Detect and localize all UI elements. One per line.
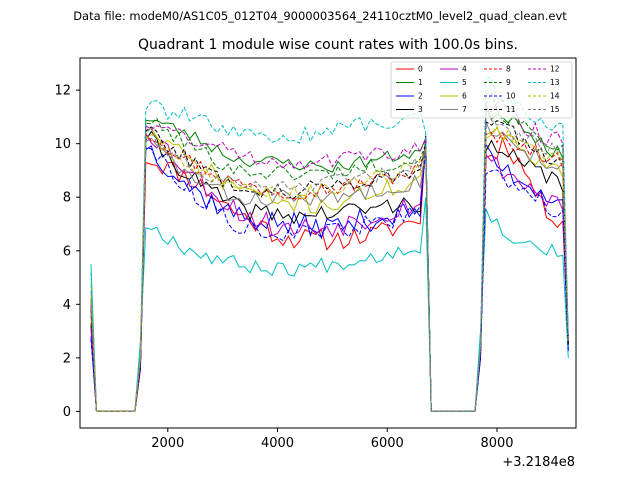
legend-label-6: 6: [462, 92, 467, 101]
x-tick-label: 4000: [261, 436, 294, 451]
legend-label-10: 10: [506, 92, 516, 101]
series-line-8: [90, 131, 569, 412]
legend-label-4: 4: [462, 65, 467, 74]
series-line-2: [90, 140, 569, 412]
legend-label-3: 3: [418, 105, 423, 114]
y-tick-label: 2: [63, 351, 71, 366]
y-axis: 0 2 4 6 8 10 12: [54, 84, 80, 420]
legend-label-5: 5: [462, 78, 467, 87]
y-tick-label: 0: [63, 405, 71, 420]
series-line-10: [90, 147, 569, 412]
series-line-5: [90, 197, 569, 412]
legend-label-11: 11: [506, 105, 516, 114]
y-tick-label: 4: [63, 298, 71, 313]
series-line-6: [90, 126, 569, 412]
legend-label-2: 2: [418, 92, 423, 101]
x-tick-label: 6000: [371, 436, 404, 451]
legend-box: [390, 61, 573, 119]
legend-label-9: 9: [506, 78, 511, 87]
legend-label-1: 1: [418, 78, 423, 87]
series-line-3: [90, 130, 569, 412]
series-line-7: [90, 121, 569, 412]
series-line-0: [90, 136, 569, 412]
legend-label-0: 0: [418, 65, 423, 74]
x-tick-label: 2000: [151, 436, 184, 451]
x-tick-label: 8000: [480, 436, 513, 451]
legend-label-15: 15: [550, 105, 560, 114]
legend-label-14: 14: [550, 92, 560, 101]
y-tick-label: 10: [54, 137, 71, 152]
x-offset-label: +3.2184e8: [502, 455, 575, 470]
x-axis: 2000 4000 6000 8000: [151, 428, 514, 451]
y-tick-label: 6: [63, 244, 71, 259]
legend-label-7: 7: [462, 105, 467, 114]
legend-label-8: 8: [506, 65, 511, 74]
chart-title: Quadrant 1 module wise count rates with …: [138, 37, 518, 53]
series-line-12: [90, 99, 569, 412]
plot-frame: [79, 57, 577, 429]
legend-label-12: 12: [550, 65, 560, 74]
y-tick-label: 8: [63, 191, 71, 206]
y-tick-label: 12: [54, 84, 71, 99]
legend-label-13: 13: [550, 78, 560, 87]
figure-suptitle: Data file: modeM0/AS1C05_012T04_90000035…: [73, 9, 567, 23]
